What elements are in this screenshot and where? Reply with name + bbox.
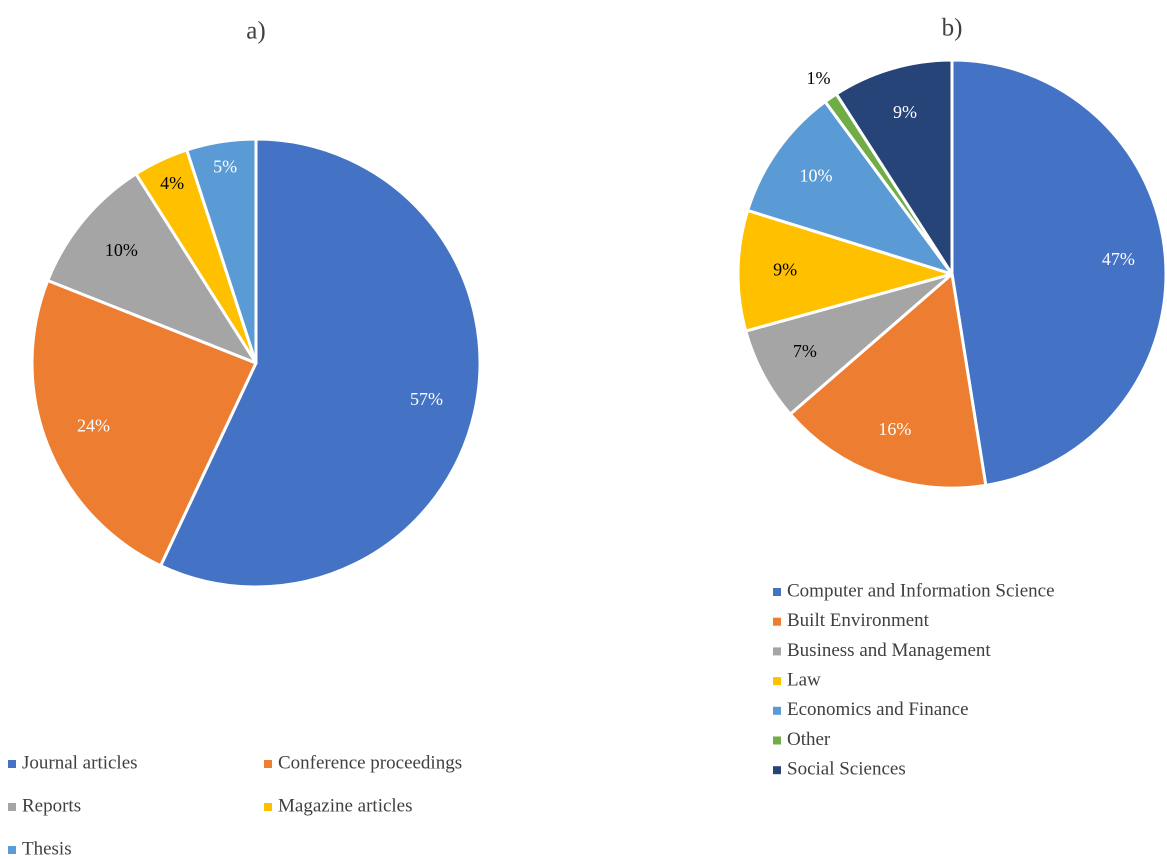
legend-swatch <box>264 803 272 811</box>
legend-swatch <box>773 588 781 596</box>
pie-slice <box>185 137 258 365</box>
legend-label: Social Sciences <box>787 759 906 780</box>
chart-title: a) <box>246 18 265 45</box>
legend-swatch <box>773 766 781 775</box>
legend-swatch <box>8 846 16 854</box>
legend-label: Reports <box>22 795 81 816</box>
data-label: 10% <box>105 240 138 260</box>
legend-label: Magazine articles <box>278 795 413 816</box>
legend-label: Law <box>787 669 821 690</box>
pie-slice <box>746 100 954 276</box>
legend-label: Thesis <box>22 838 72 859</box>
chart-title: b) <box>942 15 963 42</box>
legend-swatch <box>8 803 16 811</box>
legend-swatch <box>773 736 781 745</box>
legend-swatch <box>264 760 272 768</box>
legend-label: Built Environment <box>787 610 930 631</box>
data-label: 57% <box>410 389 443 409</box>
data-label: 16% <box>878 419 911 439</box>
data-label: 7% <box>793 341 817 361</box>
data-label: 9% <box>893 102 917 122</box>
legend-label: Other <box>787 729 831 750</box>
data-label: 10% <box>800 165 833 185</box>
legend-label: Journal articles <box>22 752 138 773</box>
data-label: 1% <box>807 68 831 88</box>
pie-slice <box>736 208 954 333</box>
data-label: 4% <box>160 173 184 193</box>
pie-slice <box>30 279 258 568</box>
legend-swatch <box>8 760 16 768</box>
pie-slice <box>46 172 258 365</box>
pie-slice <box>950 58 1167 487</box>
legend-label: Business and Management <box>787 640 991 661</box>
legend-swatch <box>773 647 781 656</box>
data-label: 24% <box>77 415 110 435</box>
legend-label: Conference proceedings <box>278 752 462 773</box>
pie-slice <box>159 137 482 589</box>
data-label: 47% <box>1102 249 1135 269</box>
legend-label: Computer and Information Science <box>787 580 1055 601</box>
pie-slice <box>788 272 988 490</box>
legend-swatch <box>773 677 781 686</box>
legend-swatch <box>773 706 781 715</box>
data-label: 9% <box>773 259 797 279</box>
legend-label: Economics and Finance <box>787 699 969 720</box>
data-label: 5% <box>213 156 237 176</box>
legend-swatch <box>773 617 781 626</box>
pie-slice <box>834 58 954 276</box>
